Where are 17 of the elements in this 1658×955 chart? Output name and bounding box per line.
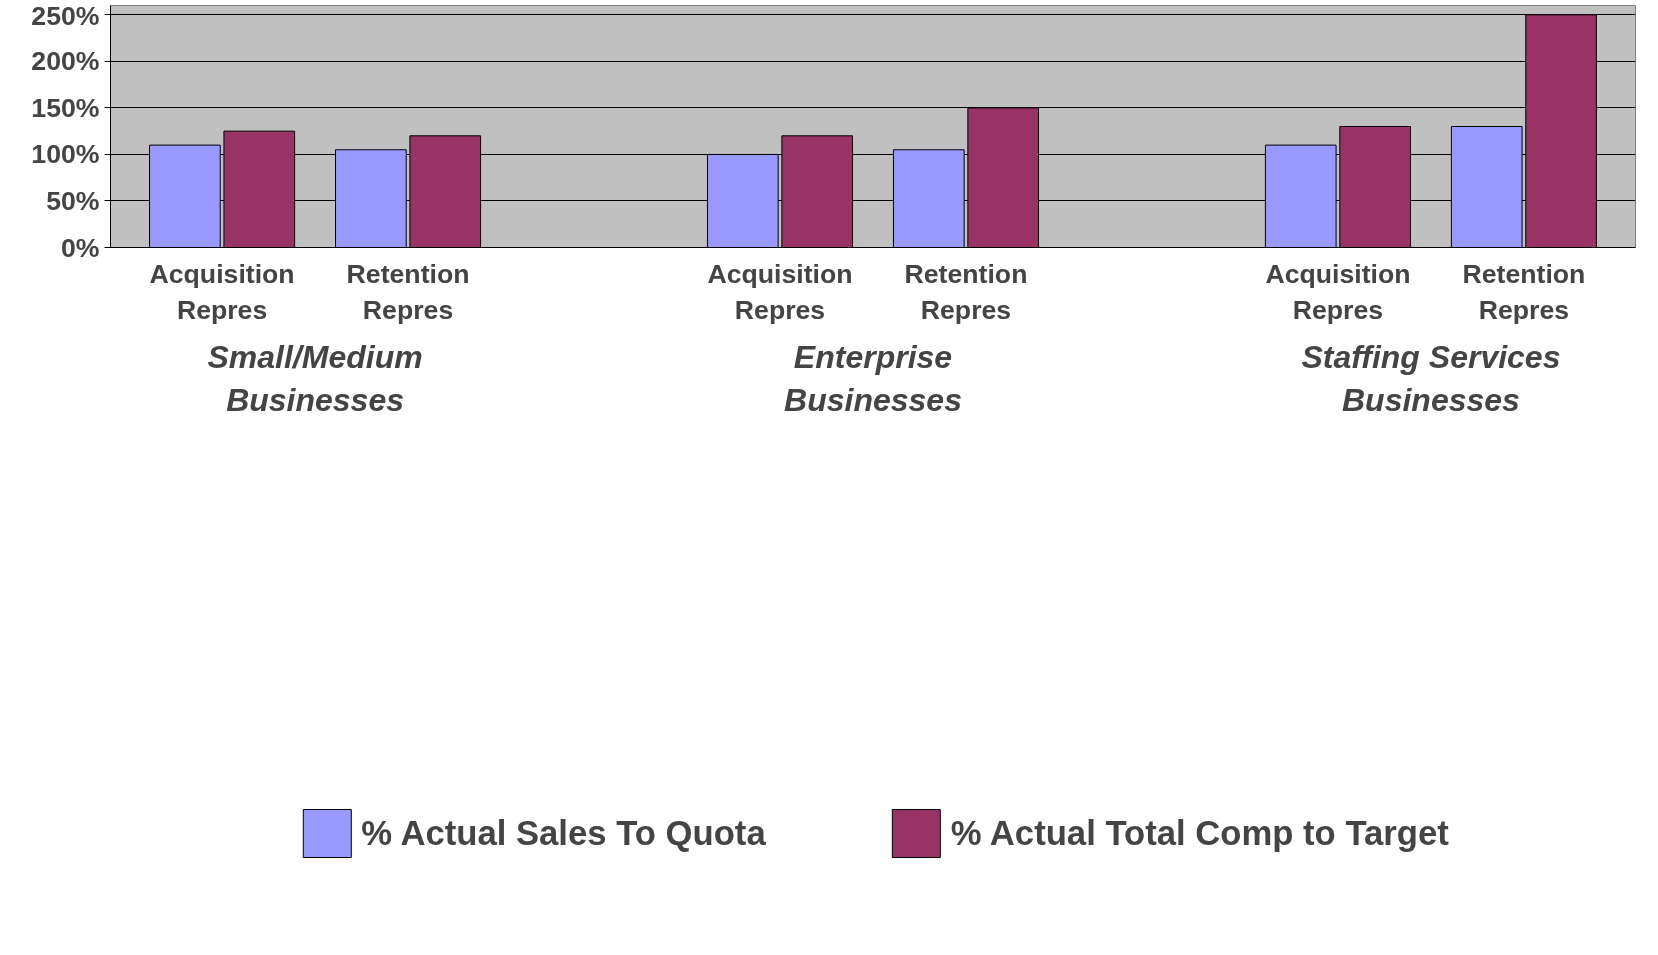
y-tick-label: 100% bbox=[31, 139, 100, 170]
y-tick-label: 250% bbox=[31, 0, 100, 31]
x-tick-label: Acquisition Repres bbox=[1265, 258, 1411, 325]
legend-label: % Actual Sales To Quota bbox=[361, 813, 766, 853]
y-tick-label: 0% bbox=[60, 232, 100, 263]
y-tick-label: 200% bbox=[31, 46, 100, 77]
x-tick-label: Retention Repres bbox=[346, 258, 470, 325]
text: Enterprise Businesses bbox=[784, 338, 962, 418]
x-tick-label: Retention Repres bbox=[1462, 258, 1586, 325]
text: Small/Medium Businesses bbox=[207, 338, 423, 418]
text: Staffing Services Businesses bbox=[1301, 338, 1561, 418]
y-tick-label: 50% bbox=[46, 185, 100, 216]
y-tick-label: 150% bbox=[31, 92, 100, 123]
x-tick-label: Acquisition Repres bbox=[707, 258, 853, 325]
legend-label: % Actual Total Comp to Target bbox=[950, 813, 1449, 853]
x-tick-label: Retention Repres bbox=[904, 258, 1028, 325]
x-tick-label: Acquisition Repres bbox=[149, 258, 295, 325]
